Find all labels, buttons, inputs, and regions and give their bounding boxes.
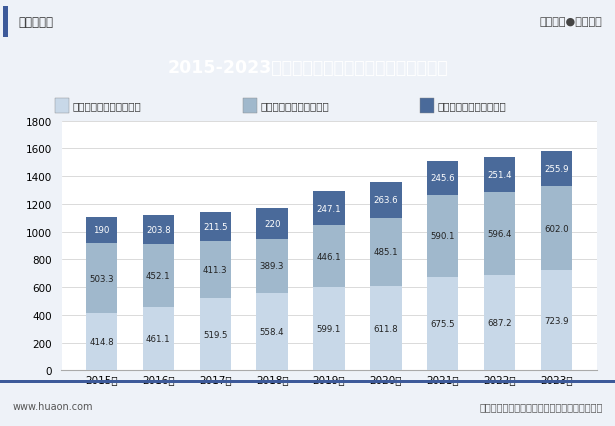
Text: 专业严谨●客观科学: 专业严谨●客观科学	[540, 17, 603, 27]
Text: 第二产业增加值（亿元）: 第二产业增加值（亿元）	[261, 101, 330, 111]
Text: 590.1: 590.1	[430, 232, 455, 241]
Text: 414.8: 414.8	[89, 337, 114, 346]
Text: 389.3: 389.3	[260, 262, 284, 271]
Text: 723.9: 723.9	[544, 316, 569, 325]
Bar	[314, 226, 344, 288]
Text: 255.9: 255.9	[544, 165, 569, 174]
Text: 485.1: 485.1	[373, 248, 399, 257]
Text: 611.8: 611.8	[373, 324, 399, 333]
Bar	[200, 299, 231, 371]
FancyBboxPatch shape	[420, 99, 434, 114]
Bar	[86, 217, 117, 244]
Bar	[86, 313, 117, 371]
Text: 247.1: 247.1	[317, 204, 341, 213]
Text: 203.8: 203.8	[146, 226, 171, 235]
Bar	[86, 244, 117, 313]
Text: 第三产业增加值（亿元）: 第三产业增加值（亿元）	[73, 101, 141, 111]
Bar	[256, 239, 288, 294]
Text: 211.5: 211.5	[203, 223, 228, 232]
Text: 452.1: 452.1	[146, 271, 171, 280]
FancyBboxPatch shape	[3, 7, 8, 38]
Bar	[541, 271, 572, 371]
Bar	[143, 307, 174, 371]
Bar	[143, 216, 174, 244]
Text: 华经情报网: 华经情报网	[18, 16, 54, 29]
Text: 第一产业增加值（亿元）: 第一产业增加值（亿元）	[438, 101, 507, 111]
Text: 558.4: 558.4	[260, 328, 285, 337]
Bar	[314, 192, 344, 226]
Text: 220: 220	[264, 220, 280, 229]
Text: 599.1: 599.1	[317, 325, 341, 334]
Text: 461.1: 461.1	[146, 334, 171, 343]
Text: 2015-2023年阳江市第一、第二及第三产业增加值: 2015-2023年阳江市第一、第二及第三产业增加值	[167, 59, 448, 77]
Bar	[370, 182, 402, 219]
Bar	[541, 152, 572, 187]
Text: 503.3: 503.3	[89, 274, 114, 283]
FancyBboxPatch shape	[55, 99, 69, 114]
Text: 687.2: 687.2	[487, 319, 512, 328]
Text: 190: 190	[93, 226, 109, 235]
Bar	[427, 277, 458, 371]
Bar	[484, 158, 515, 193]
Text: 411.3: 411.3	[203, 266, 228, 275]
Bar	[200, 242, 231, 299]
Bar	[427, 196, 458, 277]
Text: 602.0: 602.0	[544, 224, 569, 233]
Bar	[370, 219, 402, 286]
Text: 251.4: 251.4	[487, 171, 512, 180]
Bar	[370, 286, 402, 371]
Bar	[484, 276, 515, 371]
Text: www.huaon.com: www.huaon.com	[12, 401, 93, 412]
Bar	[256, 294, 288, 371]
Bar	[484, 193, 515, 276]
Bar	[200, 213, 231, 242]
Text: 596.4: 596.4	[488, 230, 512, 239]
Text: 数据来源：广东省统计局；华经产业研究院整理: 数据来源：广东省统计局；华经产业研究院整理	[479, 401, 603, 412]
Bar	[541, 187, 572, 271]
Text: 519.5: 519.5	[203, 330, 228, 339]
Bar	[256, 209, 288, 239]
Text: 245.6: 245.6	[430, 174, 455, 183]
Text: 675.5: 675.5	[430, 320, 455, 328]
FancyBboxPatch shape	[243, 99, 257, 114]
Text: 446.1: 446.1	[317, 252, 341, 261]
FancyBboxPatch shape	[0, 380, 615, 383]
Text: 263.6: 263.6	[373, 196, 399, 205]
Bar	[143, 244, 174, 307]
Bar	[314, 288, 344, 371]
Bar	[427, 161, 458, 196]
